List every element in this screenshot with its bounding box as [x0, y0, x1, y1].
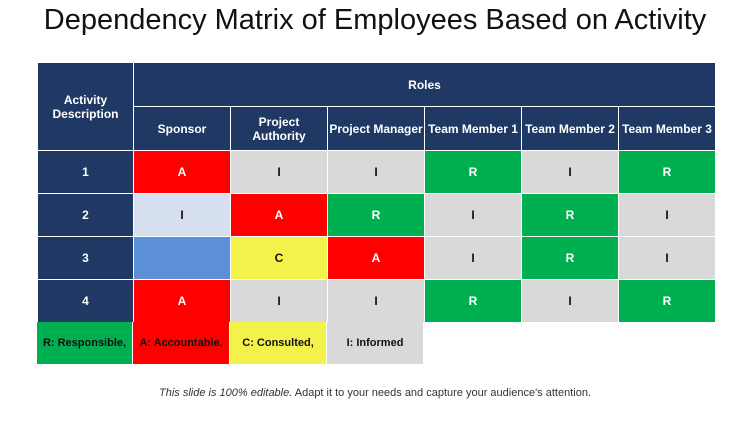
matrix-cell: A — [327, 236, 425, 280]
table-row: 1 A I I R I R — [37, 150, 716, 194]
row-label: 2 — [37, 193, 134, 237]
matrix-cell: I — [424, 236, 522, 280]
matrix-cell: R — [327, 193, 425, 237]
activity-description-header: Activity Description — [37, 62, 134, 151]
matrix-cell: R — [618, 150, 716, 194]
dependency-matrix: Activity Description Roles Sponsor Proje… — [37, 62, 716, 323]
matrix-cell: I — [327, 150, 425, 194]
matrix-cell: I — [230, 279, 328, 323]
legend-consulted: C: Consulted, — [230, 322, 327, 364]
row-label: 3 — [37, 236, 134, 280]
column-header-team-member-1: Team Member 1 — [424, 106, 522, 151]
matrix-cell: I — [618, 193, 716, 237]
matrix-cell: R — [521, 236, 619, 280]
matrix-cell: A — [230, 193, 328, 237]
matrix-cell: I — [521, 150, 619, 194]
matrix-cell — [133, 236, 231, 280]
footer-text: Adapt it to your needs and capture your … — [292, 387, 591, 399]
matrix-cell: I — [521, 279, 619, 323]
matrix-cell: I — [424, 193, 522, 237]
column-header-project-authority: Project Authority — [230, 106, 328, 151]
column-header-team-member-2: Team Member 2 — [521, 106, 619, 151]
matrix-cell: I — [327, 279, 425, 323]
roles-header: Roles — [133, 62, 716, 107]
legend-accountable: A: Accountable, — [133, 322, 230, 364]
matrix-cell: C — [230, 236, 328, 280]
legend-informed: I: Informed — [327, 322, 424, 364]
table-row: 2 I A R I R I — [37, 193, 716, 237]
legend: R: Responsible, A: Accountable, C: Consu… — [37, 322, 424, 364]
page-title: Dependency Matrix of Employees Based on … — [43, 4, 707, 36]
matrix-cell: A — [133, 150, 231, 194]
matrix-cell: A — [133, 279, 231, 323]
matrix-cell: R — [521, 193, 619, 237]
matrix-cell: R — [424, 279, 522, 323]
table-row: 4 A I I R I R — [37, 279, 716, 323]
matrix-cell: R — [424, 150, 522, 194]
footer-italic: This slide is 100% editable. — [159, 387, 293, 399]
table-row: 3 C A I R I — [37, 236, 716, 280]
row-label: 4 — [37, 279, 134, 323]
footer-note: This slide is 100% editable. Adapt it to… — [0, 387, 750, 399]
legend-responsible: R: Responsible, — [37, 322, 133, 364]
matrix-cell: I — [230, 150, 328, 194]
matrix-cell: I — [618, 236, 716, 280]
column-header-sponsor: Sponsor — [133, 106, 231, 151]
matrix-cell: R — [618, 279, 716, 323]
column-header-project-manager: Project Manager — [327, 106, 425, 151]
column-header-team-member-3: Team Member 3 — [618, 106, 716, 151]
matrix-cell: I — [133, 193, 231, 237]
row-label: 1 — [37, 150, 134, 194]
